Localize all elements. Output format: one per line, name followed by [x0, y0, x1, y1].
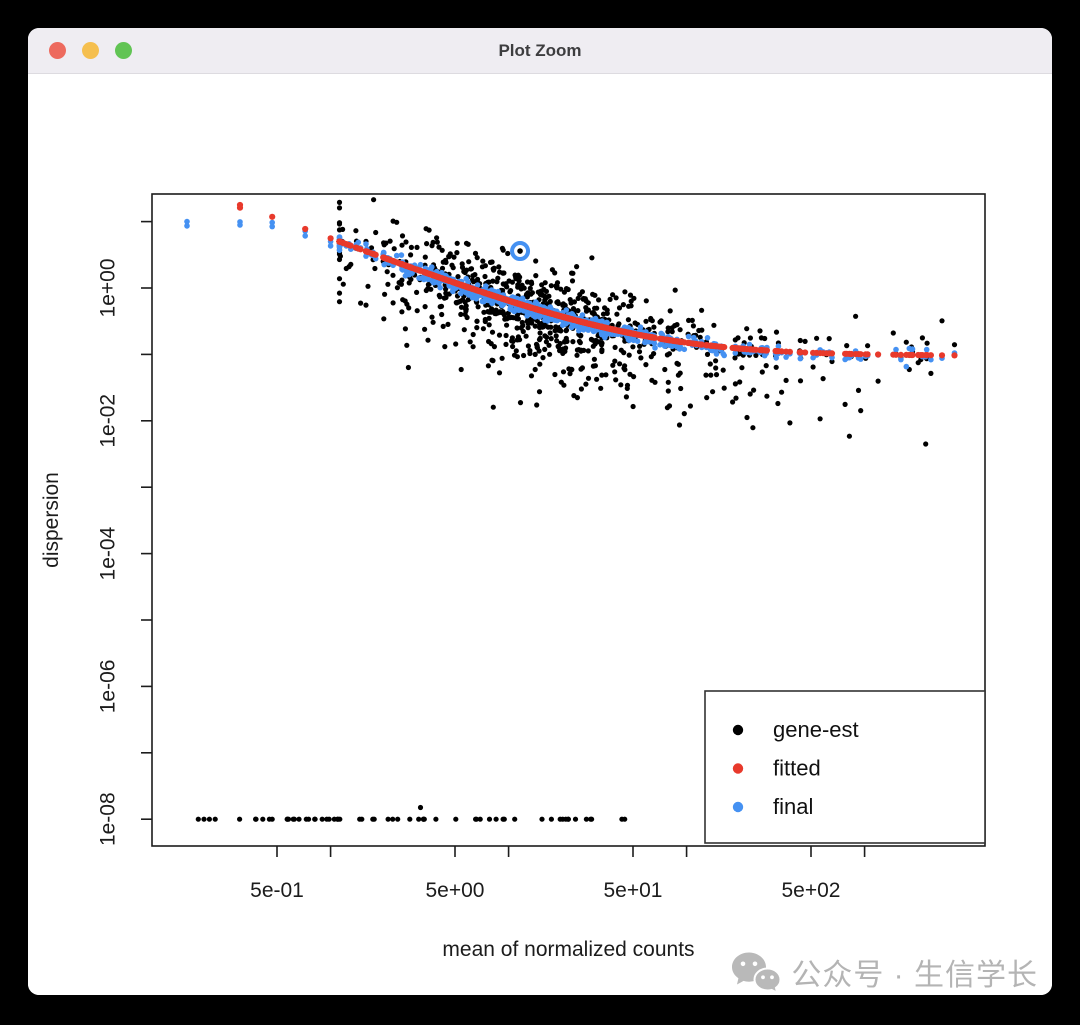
minimize-button[interactable] [82, 42, 99, 59]
zoom-button[interactable] [115, 42, 132, 59]
y-axis-title: dispersion [40, 472, 63, 568]
fitted-points [236, 201, 958, 359]
x-axis: 5e-01 5e+00 5e+01 5e+02 [250, 846, 866, 902]
plot-frame [151, 193, 986, 847]
y-tick-label: 1e-06 [96, 660, 119, 714]
legend-label-final: final [773, 794, 813, 819]
x-tick-label: 5e+01 [604, 879, 663, 902]
y-tick-label: 1e-08 [96, 792, 119, 846]
x-tick-label: 5e-01 [250, 879, 304, 902]
x-axis-title: mean of normalized counts [442, 938, 694, 961]
legend-label-gene-est: gene-est [773, 717, 859, 742]
window-title: Plot Zoom [498, 40, 582, 60]
dispersion-plot: 5e-01 5e+00 5e+01 5e+02 1e+00 1e-02 1e-04 1e-06… [40, 193, 986, 961]
close-button[interactable] [49, 42, 66, 59]
y-tick-label: 1e-04 [96, 526, 119, 580]
x-tick-label: 5e+00 [426, 879, 485, 902]
legend-marker-fitted [732, 763, 744, 774]
y-tick-label: 1e-02 [96, 394, 119, 448]
plot-zoom-window: Plot Zoom 5e-01 5e+00 5e+01 5e+02 1e+00 1e-02… [28, 28, 1052, 995]
legend: gene-est fitted final [704, 690, 986, 844]
traffic-lights [49, 42, 132, 59]
outlier-marker [510, 241, 531, 262]
x-tick-label: 5e+02 [782, 879, 841, 902]
legend-label-fitted: fitted [773, 756, 821, 781]
legend-marker-final [732, 801, 744, 813]
final-points [184, 218, 958, 370]
y-axis: 1e+00 1e-02 1e-04 1e-06 1e-08 [96, 220, 152, 846]
plot-area: 5e-01 5e+00 5e+01 5e+02 1e+00 1e-02 1e-04 1e-06… [28, 74, 1052, 995]
y-tick-label: 1e+00 [96, 259, 119, 318]
legend-marker-gene-est [732, 724, 744, 736]
window-titlebar[interactable]: Plot Zoom [28, 28, 1052, 74]
legend-box [704, 690, 986, 844]
